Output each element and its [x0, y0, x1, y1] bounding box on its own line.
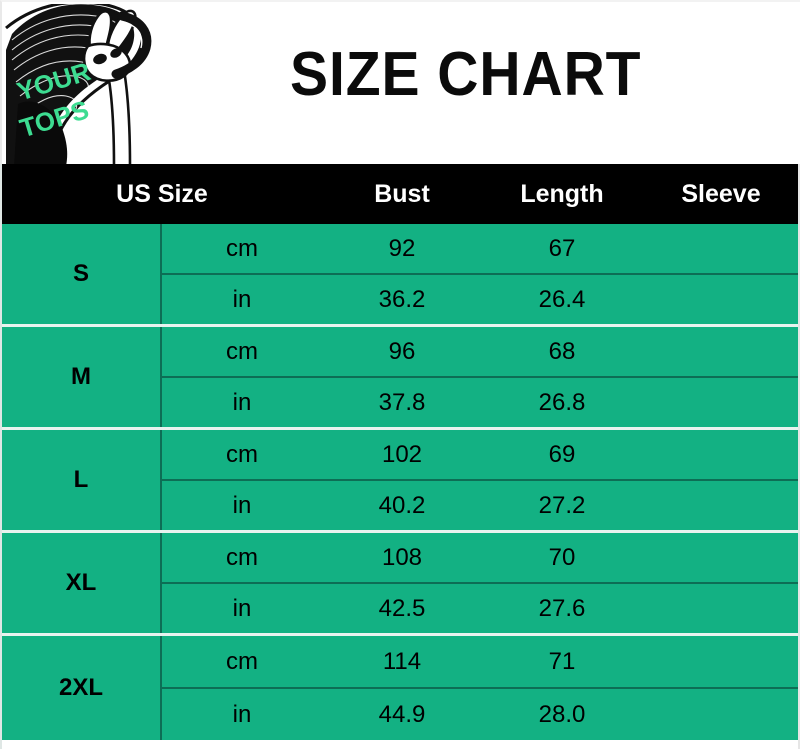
sleeve-cell [642, 689, 798, 740]
header-banner: YOUR TOPS SIZE CHART [0, 0, 800, 166]
length-cell: 67 [548, 234, 576, 262]
size-label: 2XL [2, 636, 162, 740]
column-header-us-size: US Size [116, 180, 208, 208]
sleeve-cell [642, 584, 798, 633]
length-cell: 68 [548, 337, 576, 365]
size-label: XL [2, 533, 162, 633]
unit-cell: cm [226, 234, 258, 262]
sleeve-cell [642, 378, 798, 427]
sleeve-cell [642, 275, 798, 324]
measurement-row-in: in 42.5 27.6 [162, 584, 798, 633]
bust-cell: 37.8 [378, 388, 426, 416]
table-row: L cm 102 69 in 40.2 27.2 [2, 430, 798, 533]
length-cell: 27.6 [538, 594, 586, 622]
length-cell: 71 [548, 647, 576, 675]
sleeve-cell [642, 327, 798, 376]
measurement-row-in: in 37.8 26.8 [162, 378, 798, 427]
bust-cell: 114 [382, 647, 422, 675]
column-header-bust: Bust [374, 180, 430, 208]
table-row: XL cm 108 70 in 42.5 27.6 [2, 533, 798, 636]
brand-logo: YOUR TOPS [4, 4, 179, 166]
length-cell: 27.2 [538, 491, 586, 519]
column-header-length: Length [520, 180, 604, 208]
measurement-rows: cm 108 70 in 42.5 27.6 [162, 533, 798, 633]
column-header-sleeve: Sleeve [681, 180, 761, 208]
measurement-row-in: in 36.2 26.4 [162, 275, 798, 324]
bust-cell: 36.2 [378, 285, 426, 313]
unit-cell: cm [226, 440, 258, 468]
measurement-row-cm: cm 96 68 [162, 327, 798, 378]
unit-cell: in [232, 700, 252, 728]
length-cell: 26.4 [538, 285, 586, 313]
table-row: M cm 96 68 in 37.8 26.8 [2, 327, 798, 430]
unit-cell: in [232, 594, 252, 622]
bust-cell: 42.5 [378, 594, 426, 622]
bust-cell: 40.2 [378, 491, 426, 519]
measurement-rows: cm 92 67 in 36.2 26.4 [162, 224, 798, 324]
bust-cell: 102 [381, 440, 423, 468]
size-label: S [2, 224, 162, 324]
bust-cell: 92 [388, 234, 416, 262]
size-label: M [2, 327, 162, 427]
measurement-row-cm: cm 114 71 [162, 636, 798, 689]
bust-cell: 96 [388, 337, 416, 365]
length-cell: 70 [548, 543, 576, 571]
unit-cell: cm [226, 647, 258, 675]
sleeve-cell [642, 430, 798, 479]
measurement-row-cm: cm 102 69 [162, 430, 798, 481]
size-chart-table: US Size Bust Length Sleeve S cm 92 67 in [0, 164, 800, 749]
measurement-row-in: in 40.2 27.2 [162, 481, 798, 530]
table-row: 2XL cm 114 71 in 44.9 28.0 [2, 636, 798, 740]
sleeve-cell [642, 533, 798, 582]
measurement-rows: cm 96 68 in 37.8 26.8 [162, 327, 798, 427]
page-title: SIZE CHART [290, 40, 642, 109]
measurement-row-cm: cm 108 70 [162, 533, 798, 584]
sleeve-cell [642, 636, 798, 687]
sleeve-cell [642, 224, 798, 273]
unit-cell: in [232, 285, 252, 313]
bust-cell: 108 [381, 543, 423, 571]
table-body: S cm 92 67 in 36.2 26.4 [2, 224, 798, 740]
sleeve-cell [642, 481, 798, 530]
bust-cell: 44.9 [378, 700, 426, 728]
table-row: S cm 92 67 in 36.2 26.4 [2, 224, 798, 327]
measurement-row-cm: cm 92 67 [162, 224, 798, 275]
unit-cell: cm [226, 543, 258, 571]
size-label: L [2, 430, 162, 530]
measurement-rows: cm 114 71 in 44.9 28.0 [162, 636, 798, 740]
unit-cell: in [232, 491, 252, 519]
table-header-row: US Size Bust Length Sleeve [2, 164, 798, 224]
unit-cell: cm [226, 337, 258, 365]
length-cell: 28.0 [538, 700, 586, 728]
length-cell: 26.8 [538, 388, 586, 416]
unit-cell: in [232, 388, 252, 416]
measurement-rows: cm 102 69 in 40.2 27.2 [162, 430, 798, 530]
length-cell: 69 [548, 440, 576, 468]
measurement-row-in: in 44.9 28.0 [162, 689, 798, 740]
